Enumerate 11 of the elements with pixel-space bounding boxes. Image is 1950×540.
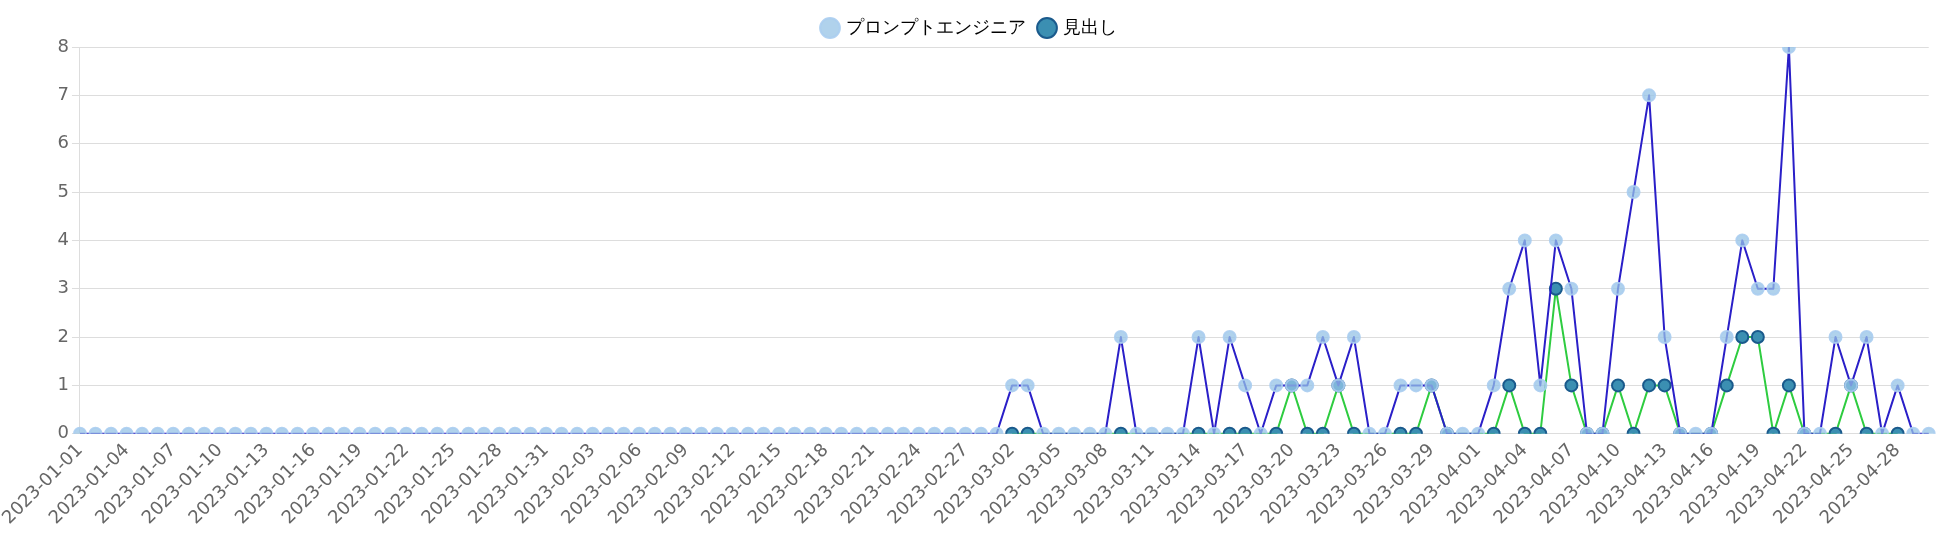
y-tick-label: 2	[57, 324, 69, 346]
y-tick-label: 4	[57, 228, 69, 250]
y-tick-label: 6	[57, 131, 69, 153]
y-tick-label: 5	[57, 179, 69, 201]
y-tick-label: 1	[57, 373, 69, 395]
y-tick-label: 7	[57, 83, 69, 105]
y-tick-label: 8	[57, 34, 69, 56]
y-tick-label: 3	[57, 276, 69, 298]
legend-label: プロンプトエンジニア	[846, 15, 1026, 37]
legend-label: 見出し	[1063, 15, 1117, 37]
y-tick-label: 0	[57, 421, 69, 443]
